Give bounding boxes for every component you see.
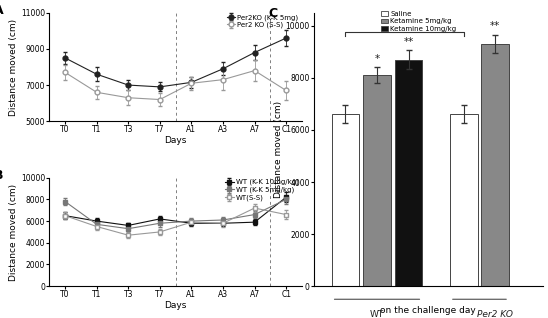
Y-axis label: Distance moved (cm): Distance moved (cm) xyxy=(9,18,18,115)
Bar xyxy=(481,44,509,286)
Text: *: * xyxy=(374,53,380,64)
Y-axis label: Distance moved (cm): Distance moved (cm) xyxy=(9,183,18,280)
Text: **: ** xyxy=(490,21,500,31)
Text: C: C xyxy=(269,7,277,20)
Bar xyxy=(395,59,423,286)
Bar xyxy=(363,75,391,286)
Legend: Per2KO (K-K 5mg), Per2 KO (S-S): Per2KO (K-K 5mg), Per2 KO (S-S) xyxy=(227,14,299,28)
Legend: Saline, Ketamine 5mg/kg, Ketamine 10mg/kg: Saline, Ketamine 5mg/kg, Ketamine 10mg/k… xyxy=(381,11,456,32)
Bar xyxy=(450,114,477,286)
Y-axis label: Distance moved (cm): Distance moved (cm) xyxy=(274,101,283,198)
X-axis label: Days: Days xyxy=(164,301,187,310)
Text: Per2 KO: Per2 KO xyxy=(477,310,513,318)
Bar xyxy=(332,114,359,286)
Text: B: B xyxy=(0,169,3,182)
Legend: WT (K-K 10mg/kg), WT (K-K 5mg/kg), WT(S-S): WT (K-K 10mg/kg), WT (K-K 5mg/kg), WT(S-… xyxy=(225,179,299,201)
X-axis label: Days: Days xyxy=(164,136,187,145)
Text: A: A xyxy=(0,4,3,17)
Text: **: ** xyxy=(403,37,414,46)
Text: WT: WT xyxy=(370,310,384,318)
X-axis label: on the challenge day: on the challenge day xyxy=(380,306,476,315)
